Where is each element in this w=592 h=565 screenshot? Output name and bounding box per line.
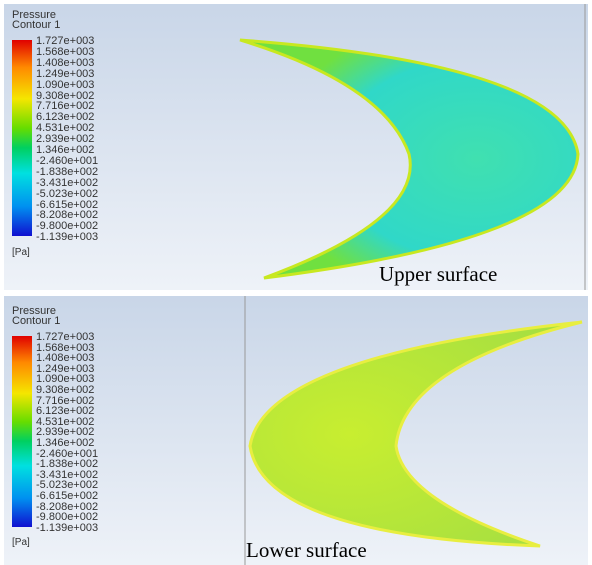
caption: Lower surface	[246, 538, 367, 563]
caption: Upper surface	[379, 262, 497, 287]
color-bar	[12, 40, 32, 236]
color-bar	[12, 336, 32, 527]
unit-label: [Pa]	[12, 537, 30, 548]
level-label: 1.090e+003	[36, 80, 94, 91]
unit-label: [Pa]	[12, 247, 30, 258]
page: PressureContour 11.727e+0031.568e+0031.4…	[0, 0, 592, 565]
legend-title: Contour 1	[12, 316, 60, 327]
level-label: -5.023e+002	[36, 189, 98, 200]
legend-title: Contour 1	[12, 20, 60, 31]
level-label: -1.139e+003	[36, 523, 98, 534]
level-label: -1.139e+003	[36, 232, 98, 243]
